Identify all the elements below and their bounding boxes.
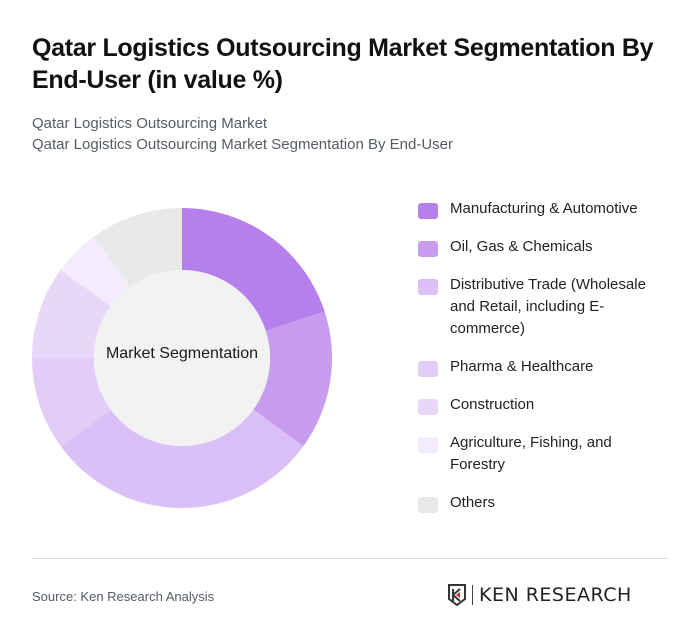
legend-item: Others — [418, 492, 668, 514]
legend-swatch-icon — [418, 399, 438, 415]
legend-item: Pharma & Healthcare — [418, 356, 668, 378]
donut-slice — [182, 208, 325, 331]
legend-swatch-icon — [418, 497, 438, 513]
subtitle-segmentation: Qatar Logistics Outsourcing Market Segme… — [32, 136, 454, 153]
chart-subtitle: Qatar Logistics Outsourcing Market Qatar… — [32, 113, 453, 155]
donut-center-label: Market Segmentation — [105, 345, 259, 362]
legend-label: Manufacturing & Automotive — [450, 200, 638, 217]
chart-legend: Manufacturing & Automotive Oil, Gas & Che… — [418, 198, 668, 530]
donut-chart — [32, 208, 332, 509]
legend-label: Distributive Trade (Wholesale and Retail… — [450, 276, 646, 337]
legend-item: Construction — [418, 394, 668, 416]
legend-label: Construction — [450, 396, 535, 413]
legend-swatch-icon — [418, 241, 438, 257]
ken-research-logo-icon — [448, 584, 466, 607]
legend-label: Oil, Gas & Chemicals — [450, 238, 593, 255]
legend-label: Others — [450, 494, 496, 511]
legend-label: Pharma & Healthcare — [450, 358, 594, 375]
legend-swatch-icon — [418, 203, 438, 219]
legend-item: Distributive Trade (Wholesale and Retail… — [418, 274, 668, 340]
source-note: Source: Ken Research Analysis — [32, 589, 215, 604]
footer-divider — [32, 558, 668, 559]
donut-slice — [60, 236, 131, 307]
legend-item: Manufacturing & Automotive — [418, 198, 668, 220]
logo-text: KEN RESEARCH — [479, 584, 632, 606]
donut-slice — [93, 208, 182, 287]
donut-slice — [60, 409, 304, 509]
legend-swatch-icon — [418, 361, 438, 377]
legend-item: Agriculture, Fishing, and Forestry — [418, 432, 668, 476]
donut-slice — [32, 269, 111, 358]
legend-item: Oil, Gas & Chemicals — [418, 236, 668, 258]
donut-hole — [94, 270, 270, 446]
legend-swatch-icon — [418, 437, 438, 453]
legend-swatch-icon — [418, 279, 438, 295]
donut-slice — [253, 311, 332, 447]
donut-slice — [32, 358, 111, 447]
ken-research-logo: KEN RESEARCH — [447, 583, 632, 607]
subtitle-market: Qatar Logistics Outsourcing Market — [32, 115, 268, 132]
logo-separator — [472, 585, 473, 605]
legend-label: Agriculture, Fishing, and Forestry — [450, 434, 612, 473]
chart-title: Qatar Logistics Outsourcing Market Segme… — [32, 34, 654, 94]
